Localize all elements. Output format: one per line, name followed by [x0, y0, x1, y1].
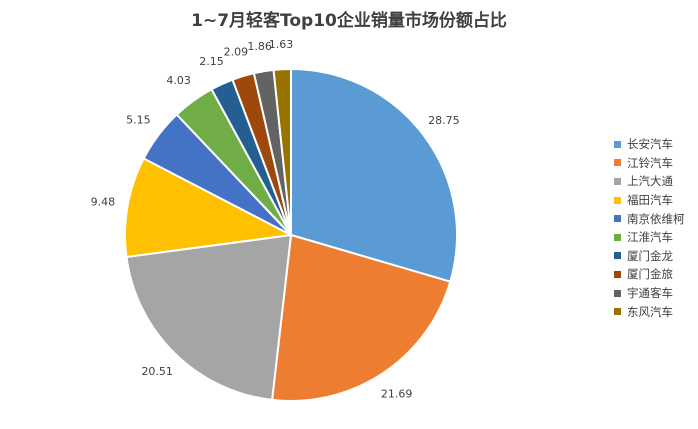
legend-label: 上汽大通: [627, 174, 673, 189]
legend: 长安汽车江铃汽车上汽大通福田汽车南京依维柯江淮汽车厦门金龙厦门金旅宇通客车东风汽…: [614, 135, 685, 321]
pie-slice-3: [125, 234, 292, 401]
legend-swatch: [614, 177, 621, 185]
slice-value-label-8: 2.09: [224, 46, 249, 59]
pie-slice-10: [272, 68, 292, 236]
slice-value-label-2: 21.69: [381, 388, 413, 401]
legend-item-1: 长安汽车: [614, 135, 685, 154]
legend-item-4: 福田汽车: [614, 191, 685, 210]
legend-item-9: 宇通客车: [614, 284, 685, 303]
pie-slice-4: [124, 157, 292, 258]
legend-item-6: 江淮汽车: [614, 228, 685, 247]
legend-label: 江铃汽车: [627, 155, 673, 170]
legend-label: 厦门金旅: [627, 267, 673, 282]
pie-slice-1: [290, 68, 458, 283]
legend-label: 江淮汽车: [627, 230, 673, 245]
legend-item-8: 厦门金旅: [614, 265, 685, 284]
legend-label: 南京依维柯: [627, 211, 685, 226]
legend-swatch: [614, 196, 621, 204]
slice-value-label-6: 4.03: [166, 74, 191, 87]
slice-value-label-4: 9.48: [91, 196, 116, 209]
legend-swatch: [614, 159, 621, 167]
legend-item-10: 东风汽车: [614, 302, 685, 321]
legend-label: 长安汽车: [627, 137, 673, 152]
slice-value-label-9: 1.86: [247, 40, 272, 53]
pie-slice-2: [271, 234, 452, 402]
legend-item-3: 上汽大通: [614, 172, 685, 191]
legend-item-7: 厦门金龙: [614, 247, 685, 266]
legend-swatch: [614, 252, 621, 260]
legend-item-2: 江铃汽车: [614, 154, 685, 173]
legend-swatch: [614, 308, 621, 316]
slice-value-label-3: 20.51: [141, 365, 173, 378]
legend-label: 福田汽车: [627, 193, 673, 208]
slice-value-label-5: 5.15: [126, 114, 151, 127]
legend-label: 厦门金龙: [627, 248, 673, 263]
legend-swatch: [614, 289, 621, 297]
legend-swatch: [614, 215, 621, 223]
legend-swatch: [614, 270, 621, 278]
slice-value-label-1: 28.75: [428, 114, 460, 127]
legend-label: 东风汽车: [627, 304, 673, 319]
slice-value-label-7: 2.15: [199, 55, 224, 68]
legend-label: 宇通客车: [627, 286, 673, 301]
legend-swatch: [614, 233, 621, 241]
legend-swatch: [614, 140, 621, 148]
slice-value-label-10: 1.63: [269, 38, 294, 51]
chart-title: 1~7月轻客Top10企业销量市场份额占比: [191, 11, 507, 31]
legend-item-5: 南京依维柯: [614, 209, 685, 228]
